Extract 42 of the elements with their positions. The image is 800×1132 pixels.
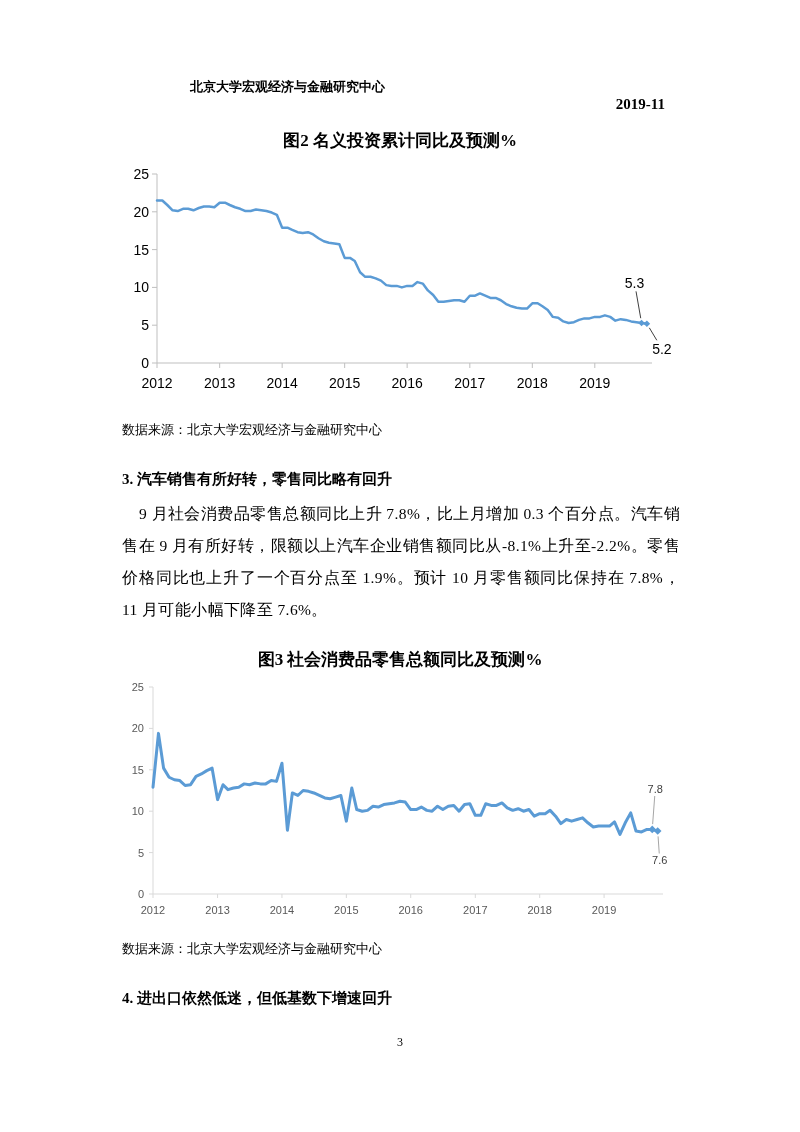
chart-title: 图2 名义投资累计同比及预测% [283,130,517,150]
x-tick-label: 2012 [141,375,173,391]
x-tick-label: 2016 [391,375,423,391]
x-tick-label: 2018 [527,904,552,916]
annotation: 5.2 [652,340,672,357]
x-tick-label: 2013 [205,904,230,916]
text: 2019-11 [615,95,665,113]
x-tick-label: 2014 [266,375,298,391]
annotation: 7.6 [652,854,668,867]
x-tick-label: 2019 [591,904,617,916]
y-tick-label: 15 [133,241,150,258]
y-tick-label: 5 [137,846,144,859]
y-tick-label: 20 [133,203,150,220]
x-tick-label: 2013 [204,375,236,391]
x-tick-label: 2017 [454,375,486,391]
x-tick-label: 2014 [269,904,295,916]
x-tick-label: 2019 [579,375,611,391]
text: 3. 汽车销售有所好转，零售同比略有回升 [122,470,392,488]
annotation: 7.8 [647,783,663,796]
x-tick-label: 2016 [398,904,423,916]
y-tick-label: 10 [133,279,150,296]
text: 北京大学宏观经济与金融研究中心 [190,80,385,95]
x-tick-label: 2015 [329,375,361,391]
y-tick-label: 15 [131,763,144,776]
text: 4. 进出口依然低迷，但低基数下增速回升 [122,989,392,1007]
x-tick-label: 2018 [516,375,549,391]
x-tick-label: 2015 [334,904,359,916]
annotation: 5.3 [624,274,645,291]
x-tick-label: 2017 [463,904,488,916]
chart-title: 图3 社会消费品零售总额同比及预测% [257,649,543,669]
text: 9 月社会消费品零售总额同比上升 7.8%，比上月增加 0.3 个百分点。汽车销售在 9 月有所好转，限额以上汽车企业销售额同比从-8.1%上升至-2.2%。零售价格同比也上升了一个百分点至 1.9%。预计 10 月零售额同比保持在 7.8%，11 月可能小幅下降至 7.6%。 [122,504,680,620]
text: 3 [396,1035,404,1050]
x-tick-label: 2012 [140,904,166,916]
y-tick-label: 20 [131,722,144,735]
source-note: 数据来源：北京大学宏观经济与金融研究中心 [122,422,382,438]
y-tick-label: 25 [131,681,144,693]
source-note: 数据来源：北京大学宏观经济与金融研究中心 [122,941,382,957]
y-tick-label: 25 [133,166,150,182]
y-tick-label: 10 [131,805,144,818]
y-tick-label: 5 [141,317,150,334]
y-tick-label: 0 [137,888,144,900]
y-tick-label: 0 [141,355,150,371]
